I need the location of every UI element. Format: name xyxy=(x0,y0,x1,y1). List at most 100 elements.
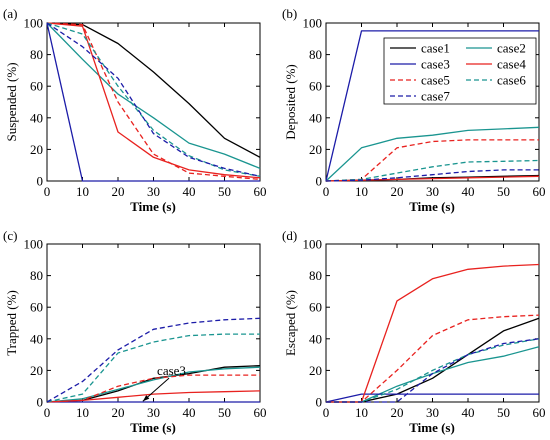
panel-d-series-case3 xyxy=(325,393,539,403)
panel-b-series xyxy=(325,30,540,182)
panel-b: (b) Time (s) Deposited (%) 0 10 20 30 40 50 60… xyxy=(282,6,546,214)
legend-label-case4: case4 xyxy=(497,57,526,72)
panel-a-ytick-label-1: 20 xyxy=(30,142,43,157)
panel-c-ytick-label-2: 40 xyxy=(30,331,43,346)
panel-b-series-case2 xyxy=(325,126,540,182)
panel-d-label: (d) xyxy=(282,228,297,243)
panel-a-ytick-label-0: 0 xyxy=(37,174,44,189)
panel-b-label: (b) xyxy=(282,6,297,21)
panel-a-series-case5 xyxy=(46,22,261,181)
panel-d-series-case1 xyxy=(326,317,540,403)
panel-b-ytick-label-0: 0 xyxy=(316,174,323,189)
legend-label-case7: case7 xyxy=(421,89,450,104)
panel-d-ytick-label-2: 40 xyxy=(309,331,322,346)
panel-d-ytick-label-5: 100 xyxy=(303,237,323,252)
panel-b-series-case3 xyxy=(325,30,539,182)
panel-c-xlabel: Time (s) xyxy=(130,420,176,435)
panel-c-annotation-text: case3 xyxy=(157,363,186,378)
panel-c-xtick-label-5: 50 xyxy=(218,405,231,420)
panel-b-xtick-label-3: 30 xyxy=(426,184,439,199)
panel-b-series-case6 xyxy=(325,159,540,182)
panel-d-series xyxy=(325,263,540,403)
panel-d-xtick-label-4: 40 xyxy=(462,405,475,420)
panel-a-xtick-label-2: 20 xyxy=(112,184,125,199)
panel-b-xtick-label-6: 60 xyxy=(533,184,546,199)
legend-label-case3: case3 xyxy=(421,57,450,72)
panel-a-series-case7 xyxy=(46,22,261,177)
panel-c-ylabel: Trapped (%) xyxy=(4,290,19,356)
legend: case1 case2 case3 case4 case5 case6 case7 xyxy=(383,37,537,105)
panel-c-xtick-label-6: 60 xyxy=(254,405,267,420)
panel-b-ytick-label-5: 100 xyxy=(303,16,323,31)
panel-b-xtick-label-1: 10 xyxy=(355,184,368,199)
panel-b-xtick-label-4: 40 xyxy=(462,184,475,199)
legend-label-case5: case5 xyxy=(421,73,450,88)
panel-c-xtick-label-3: 30 xyxy=(147,405,160,420)
panel-d-ylabel: Escaped (%) xyxy=(283,290,298,356)
panel-a-series-case4 xyxy=(46,22,261,179)
panel-d-series-case5 xyxy=(326,314,540,403)
panel-c-annotation-arrowhead xyxy=(142,395,150,402)
panel-c-xtick-label-2: 20 xyxy=(112,405,125,420)
panel-c-ytick-label-4: 80 xyxy=(30,268,43,283)
panel-a-xtick-label-4: 40 xyxy=(183,184,196,199)
panel-a-ytick-label-4: 80 xyxy=(30,47,43,62)
panel-c-xtick-label-1: 10 xyxy=(76,405,89,420)
panel-b-xlabel: Time (s) xyxy=(409,199,455,214)
panel-d-ytick-label-4: 80 xyxy=(309,268,322,283)
panel-d-series-case4 xyxy=(326,263,540,403)
panel-d-ytick-label-3: 60 xyxy=(309,300,322,315)
panel-a-series-case2 xyxy=(46,22,261,170)
panel-d-xtick-label-5: 50 xyxy=(497,405,510,420)
panel-b-xtick-label-5: 50 xyxy=(497,184,510,199)
panel-d-xtick-label-3: 30 xyxy=(426,405,439,420)
panel-a-series-case1 xyxy=(46,22,261,158)
legend-box xyxy=(383,37,537,105)
panel-a-ytick-label-3: 60 xyxy=(30,79,43,94)
panel-a-series-case6 xyxy=(46,22,261,177)
panel-d-series-case7 xyxy=(326,338,540,403)
panel-d-series-case6 xyxy=(326,338,540,403)
panel-c-series-case7 xyxy=(46,317,261,403)
panel-a-ylabel: Suspended (%) xyxy=(4,62,19,141)
panel-a-xtick-label-1: 10 xyxy=(76,184,89,199)
panel-c-ytick-label-0: 0 xyxy=(37,395,44,410)
panel-c-series-case6 xyxy=(46,333,260,403)
panel-b-ytick-label-1: 20 xyxy=(309,142,322,157)
panel-b-ytick-label-3: 60 xyxy=(309,79,322,94)
panel-c-ytick-label-5: 100 xyxy=(24,237,44,252)
panel-a-xtick-label-0: 0 xyxy=(44,184,51,199)
panel-d: (d) Time (s) Escaped (%) 0 10 20 30 40 50 60 0 2… xyxy=(282,228,546,435)
panel-b-ytick-label-4: 80 xyxy=(309,47,322,62)
panel-a-ytick-label-2: 40 xyxy=(30,110,43,125)
panel-c-xtick-label-4: 40 xyxy=(183,405,196,420)
panel-a-ytick-label-5: 100 xyxy=(24,16,44,31)
panel-d-xtick-label-1: 10 xyxy=(355,405,368,420)
panel-d-xtick-label-6: 60 xyxy=(533,405,546,420)
panel-d-ytick-label-1: 20 xyxy=(309,363,322,378)
panel-a: (a) Time (s) Suspended (%) 0 10 20 30 40 50 60… xyxy=(3,6,267,214)
panel-a-xtick-label-3: 30 xyxy=(147,184,160,199)
panel-b-xtick-label-0: 0 xyxy=(323,184,330,199)
panel-a-series xyxy=(46,22,261,182)
panel-c-series-case5 xyxy=(46,374,260,403)
panel-c-series xyxy=(46,317,261,403)
panel-b-series-case7 xyxy=(325,169,539,182)
panel-c-xtick-label-0: 0 xyxy=(44,405,51,420)
panel-c-label: (c) xyxy=(3,228,17,243)
panel-d-xlabel: Time (s) xyxy=(409,420,455,435)
legend-label-case6: case6 xyxy=(497,73,526,88)
panel-a-label: (a) xyxy=(3,6,17,21)
panel-a-series-case3 xyxy=(46,22,260,182)
panel-d-xtick-label-0: 0 xyxy=(323,405,330,420)
panel-d-ticks: 0 10 20 30 40 50 60 0 20 40 60 80 100 xyxy=(303,237,546,421)
panel-c: (c) Time (s) Trapped (%) 0 10 20 30 40 50 60 0 2… xyxy=(3,228,267,435)
panel-a-xtick-label-5: 50 xyxy=(218,184,231,199)
legend-label-case2: case2 xyxy=(497,41,526,56)
panel-d-xtick-label-2: 20 xyxy=(391,405,404,420)
panel-c-annotation: case3 xyxy=(142,363,186,402)
panel-c-ytick-label-1: 20 xyxy=(30,363,43,378)
panel-b-xtick-label-2: 20 xyxy=(391,184,404,199)
panel-c-ytick-label-3: 60 xyxy=(30,300,43,315)
